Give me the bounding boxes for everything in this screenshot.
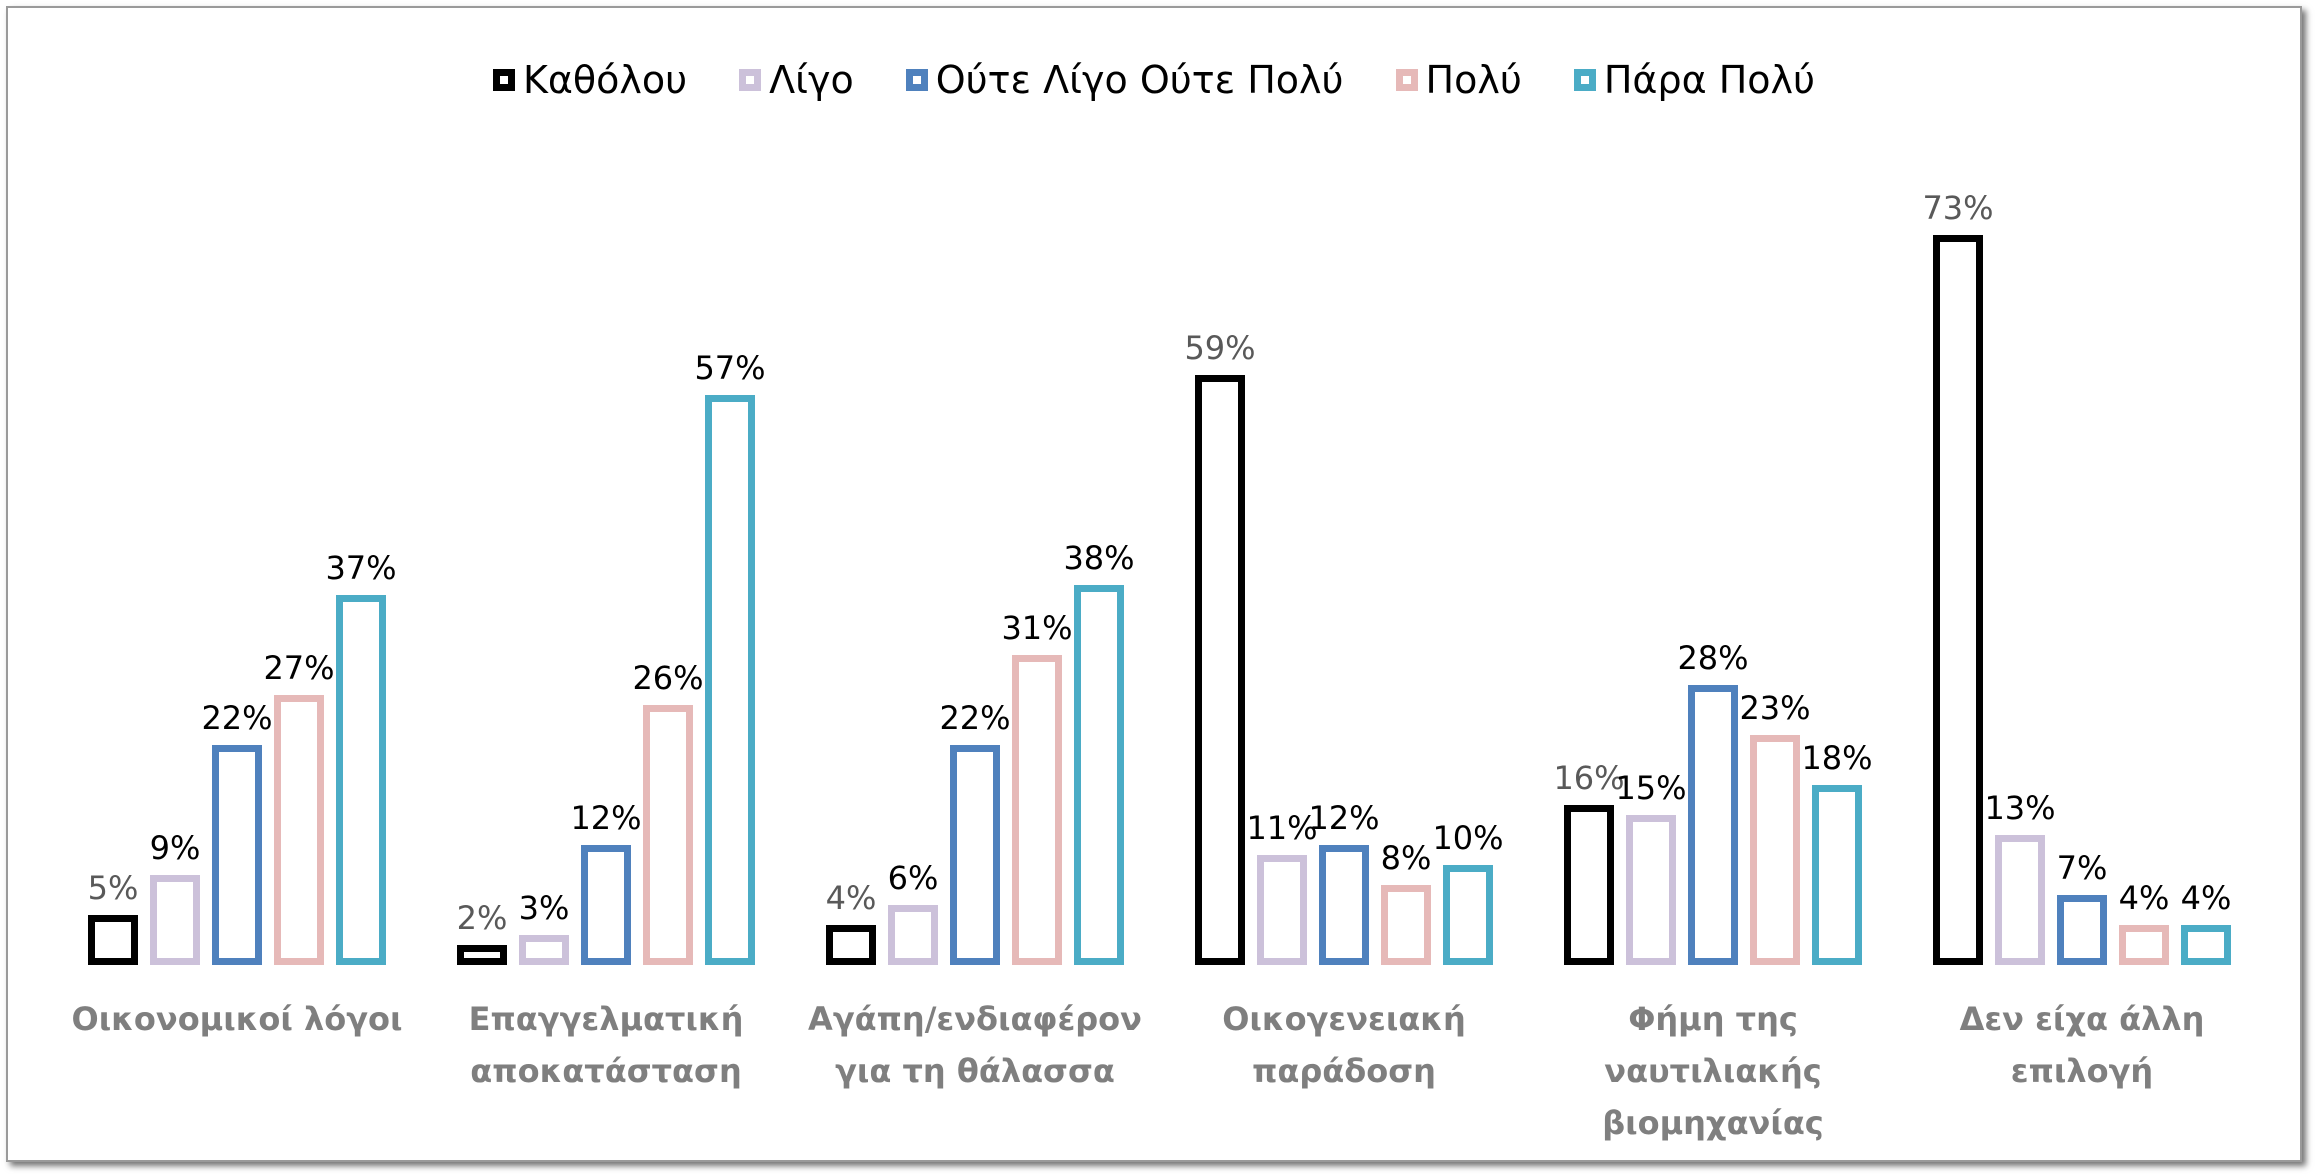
bar	[212, 745, 262, 965]
data-label: 28%	[1677, 639, 1748, 677]
data-label: 22%	[939, 699, 1010, 737]
legend-swatch	[1395, 69, 1418, 91]
legend-label: Λίγο	[769, 58, 854, 102]
bar	[1626, 815, 1676, 965]
data-label: 3%	[519, 889, 570, 927]
data-label: 4%	[2181, 879, 2232, 917]
data-label: 73%	[1922, 189, 1993, 227]
data-label: 11%	[1246, 809, 1317, 847]
legend-swatch	[739, 69, 762, 91]
data-label: 12%	[1308, 799, 1379, 837]
bar	[1995, 835, 2045, 965]
category-label-line: ναυτιλιακής	[1604, 1052, 1821, 1090]
data-label: 13%	[1984, 789, 2055, 827]
category-label-line: αποκατάσταση	[470, 1052, 741, 1090]
bar	[950, 745, 1000, 965]
data-label: 18%	[1801, 739, 1872, 777]
bar	[826, 925, 876, 965]
bar	[888, 905, 938, 965]
data-label: 4%	[826, 879, 877, 917]
category-label-line: για τη θάλασσα	[835, 1052, 1115, 1090]
bar	[519, 935, 569, 965]
bar	[2181, 925, 2231, 965]
data-label: 59%	[1184, 329, 1255, 367]
bar	[705, 395, 755, 965]
bar	[1074, 585, 1124, 965]
category-label-line: Επαγγελματική	[469, 1000, 744, 1038]
legend-label: Καθόλου	[522, 58, 688, 102]
bar	[1195, 375, 1245, 965]
legend: Καθόλου Λίγο Ούτε Λίγο Ούτε Πολύ Πολύ Πάρα Π…	[8, 52, 2300, 108]
data-label: 6%	[888, 859, 939, 897]
category-label: Φήμη της ναυτιλιακής βιομηχανίας	[1602, 1000, 1824, 1142]
legend-swatch	[1573, 69, 1596, 91]
bar	[1443, 865, 1493, 965]
category-label: Οικονομικοί λόγοι	[72, 1000, 403, 1038]
bar	[88, 915, 138, 965]
category-label-line: Οικονομικοί λόγοι	[72, 1000, 403, 1038]
data-label: 22%	[201, 699, 272, 737]
data-label: 5%	[88, 869, 139, 907]
bar	[336, 595, 386, 965]
category-label-line: επιλογή	[2011, 1052, 2153, 1090]
legend-label: Πάρα Πολύ	[1603, 58, 1816, 102]
data-label: 12%	[570, 799, 641, 837]
data-label: 37%	[325, 549, 396, 587]
data-label: 7%	[2057, 849, 2108, 887]
data-label: 57%	[694, 349, 765, 387]
category-label-line: Φήμη της	[1628, 1000, 1798, 1038]
data-label: 8%	[1381, 839, 1432, 877]
legend-label: Πολύ	[1425, 58, 1522, 102]
bar	[1319, 845, 1369, 965]
legend-swatch	[492, 69, 515, 91]
bar	[643, 705, 693, 965]
data-label: 16%	[1553, 759, 1624, 797]
bar	[1257, 855, 1307, 965]
legend-item: Πολύ	[1395, 58, 1522, 102]
category-label: Επαγγελματική αποκατάσταση	[469, 1000, 744, 1090]
bar	[1688, 685, 1738, 965]
data-label: 15%	[1615, 769, 1686, 807]
data-label: 9%	[150, 829, 201, 867]
legend-item: Λίγο	[739, 58, 854, 102]
category-label: Οικογενειακή παράδοση	[1222, 1000, 1466, 1090]
bar	[581, 845, 631, 965]
category-label-line: παράδοση	[1252, 1052, 1436, 1090]
category-label-line: Οικογενειακή	[1222, 1000, 1466, 1038]
legend-item: Καθόλου	[492, 58, 688, 102]
bar	[2057, 895, 2107, 965]
legend-label: Ούτε Λίγο Ούτε Πολύ	[935, 58, 1344, 102]
data-label: 4%	[2119, 879, 2170, 917]
bar	[1381, 885, 1431, 965]
data-label: 38%	[1063, 539, 1134, 577]
bar	[1564, 805, 1614, 965]
bar	[1012, 655, 1062, 965]
category-label: Αγάπη/ενδιαφέρον για τη θάλασσα	[808, 1000, 1142, 1090]
data-label: 31%	[1001, 609, 1072, 647]
data-label: 10%	[1432, 819, 1503, 857]
legend-swatch	[905, 69, 928, 91]
data-label: 26%	[632, 659, 703, 697]
data-label: 23%	[1739, 689, 1810, 727]
data-label: 27%	[263, 649, 334, 687]
data-label: 2%	[457, 899, 508, 937]
bar	[150, 875, 200, 965]
category-label-line: Δεν είχα άλλη	[1960, 1000, 2205, 1038]
legend-item: Πάρα Πολύ	[1573, 58, 1816, 102]
bar	[457, 945, 507, 965]
category-label-line: βιομηχανίας	[1602, 1104, 1824, 1142]
chart-frame: Καθόλου Λίγο Ούτε Λίγο Ούτε Πολύ Πολύ Πάρα Π…	[6, 6, 2302, 1162]
bar	[1750, 735, 1800, 965]
bar	[2119, 925, 2169, 965]
category-label-line: Αγάπη/ενδιαφέρον	[808, 1000, 1142, 1038]
bar	[1933, 235, 1983, 965]
category-label: Δεν είχα άλλη επιλογή	[1960, 1000, 2205, 1090]
bar	[274, 695, 324, 965]
bar	[1812, 785, 1862, 965]
legend-item: Ούτε Λίγο Ούτε Πολύ	[905, 58, 1344, 102]
